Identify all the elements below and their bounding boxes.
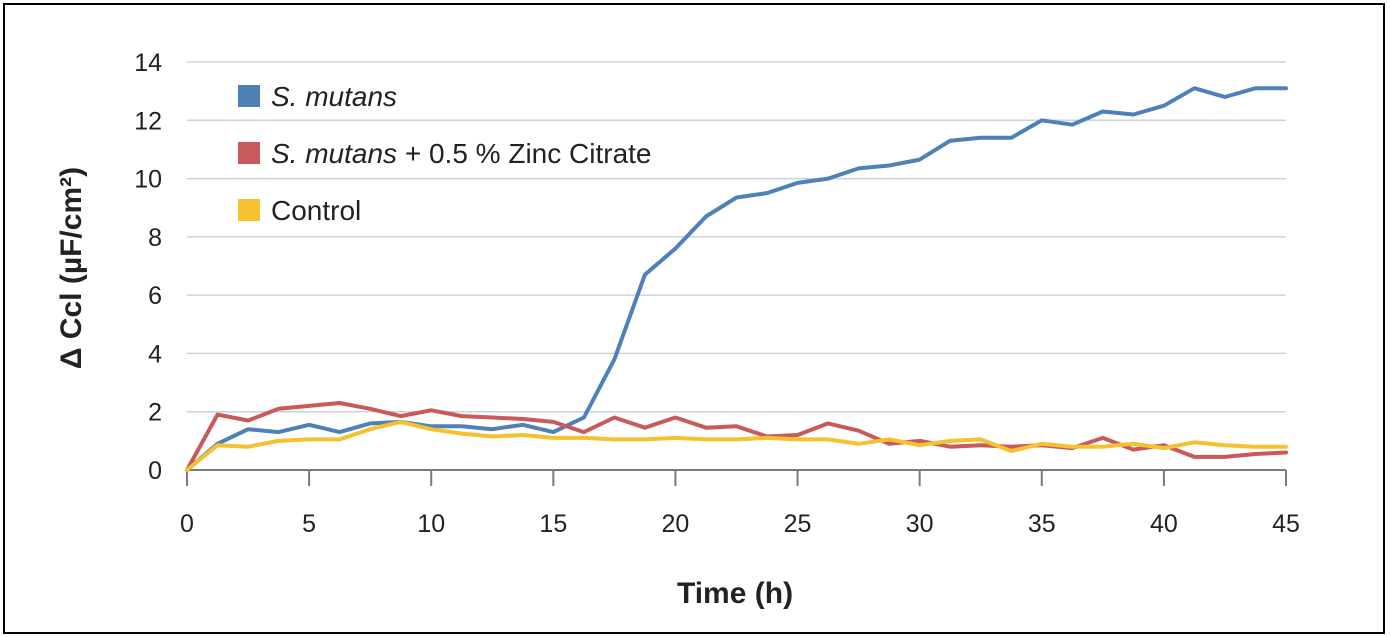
- x-tick-label: 30: [906, 510, 934, 538]
- legend-swatch: [238, 199, 260, 221]
- x-tick-label: 40: [1150, 510, 1178, 538]
- y-tick-label: 2: [148, 399, 162, 427]
- x-axis-title: Time (h): [677, 577, 793, 610]
- legend-label-italic: S. mutans: [271, 81, 397, 112]
- grid-lines: [187, 61, 1286, 471]
- y-axis-title: Δ Ccl (µF/cm²): [55, 167, 88, 369]
- y-tick-label: 0: [148, 457, 162, 485]
- y-axis: 0 2 4 6 8 10 12 14: [134, 49, 162, 485]
- x-axis: 0 5 10 15 20 25 30 35 40 45: [180, 470, 1300, 538]
- legend-label: S. mutans + 0.5 % Zinc Citrate: [271, 138, 652, 169]
- x-tick-label: 0: [180, 510, 194, 538]
- series-line-3: [185, 419, 1288, 472]
- series-lines: [185, 86, 1288, 472]
- x-tick-label: 5: [302, 510, 316, 538]
- legend-swatch: [238, 85, 260, 107]
- legend-swatch: [238, 142, 260, 164]
- y-tick-label: 8: [148, 224, 162, 252]
- series-line-1: [185, 86, 1288, 472]
- x-tick-label: 45: [1272, 510, 1300, 538]
- legend-label-text: Control: [271, 195, 361, 226]
- legend-label: S. mutans: [271, 81, 397, 112]
- series-line-2: [185, 401, 1288, 472]
- x-tick-label: 20: [662, 510, 690, 538]
- legend-label-text: + 0.5 % Zinc Citrate: [397, 138, 651, 169]
- y-tick-label: 6: [148, 282, 162, 310]
- x-tick-label: 25: [784, 510, 812, 538]
- legend-label: Control: [271, 195, 361, 226]
- x-tick-label: 35: [1028, 510, 1056, 538]
- legend-label-italic: S. mutans: [271, 138, 397, 169]
- y-tick-label: 12: [134, 107, 162, 135]
- x-tick-label: 15: [539, 510, 567, 538]
- y-tick-label: 14: [134, 49, 162, 77]
- x-tick-label: 10: [417, 510, 445, 538]
- y-tick-label: 4: [148, 340, 162, 368]
- y-tick-label: 10: [134, 166, 162, 194]
